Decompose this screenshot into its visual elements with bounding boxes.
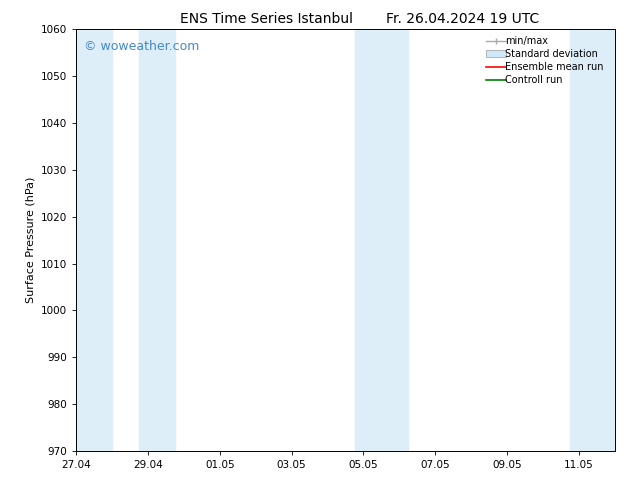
Y-axis label: Surface Pressure (hPa): Surface Pressure (hPa): [25, 177, 36, 303]
Text: Fr. 26.04.2024 19 UTC: Fr. 26.04.2024 19 UTC: [386, 12, 540, 26]
Text: ENS Time Series Istanbul: ENS Time Series Istanbul: [180, 12, 353, 26]
Text: © woweather.com: © woweather.com: [84, 40, 200, 53]
Legend: min/max, Standard deviation, Ensemble mean run, Controll run: min/max, Standard deviation, Ensemble me…: [484, 34, 610, 87]
Bar: [139, 29, 175, 451]
Bar: [354, 29, 408, 451]
Bar: [76, 29, 112, 451]
Bar: [570, 29, 615, 451]
